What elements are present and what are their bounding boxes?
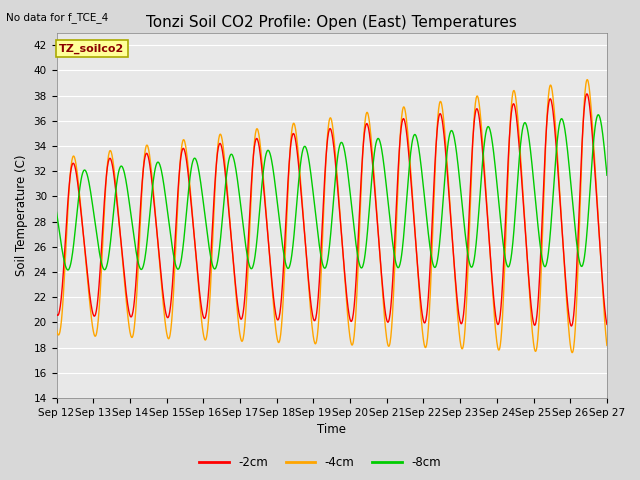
X-axis label: Time: Time [317, 423, 346, 436]
Title: Tonzi Soil CO2 Profile: Open (East) Temperatures: Tonzi Soil CO2 Profile: Open (East) Temp… [147, 15, 517, 30]
Y-axis label: Soil Temperature (C): Soil Temperature (C) [15, 155, 28, 276]
Text: TZ_soilco2: TZ_soilco2 [60, 44, 125, 54]
Legend: -2cm, -4cm, -8cm: -2cm, -4cm, -8cm [195, 452, 445, 474]
Text: No data for f_TCE_4: No data for f_TCE_4 [6, 12, 109, 23]
